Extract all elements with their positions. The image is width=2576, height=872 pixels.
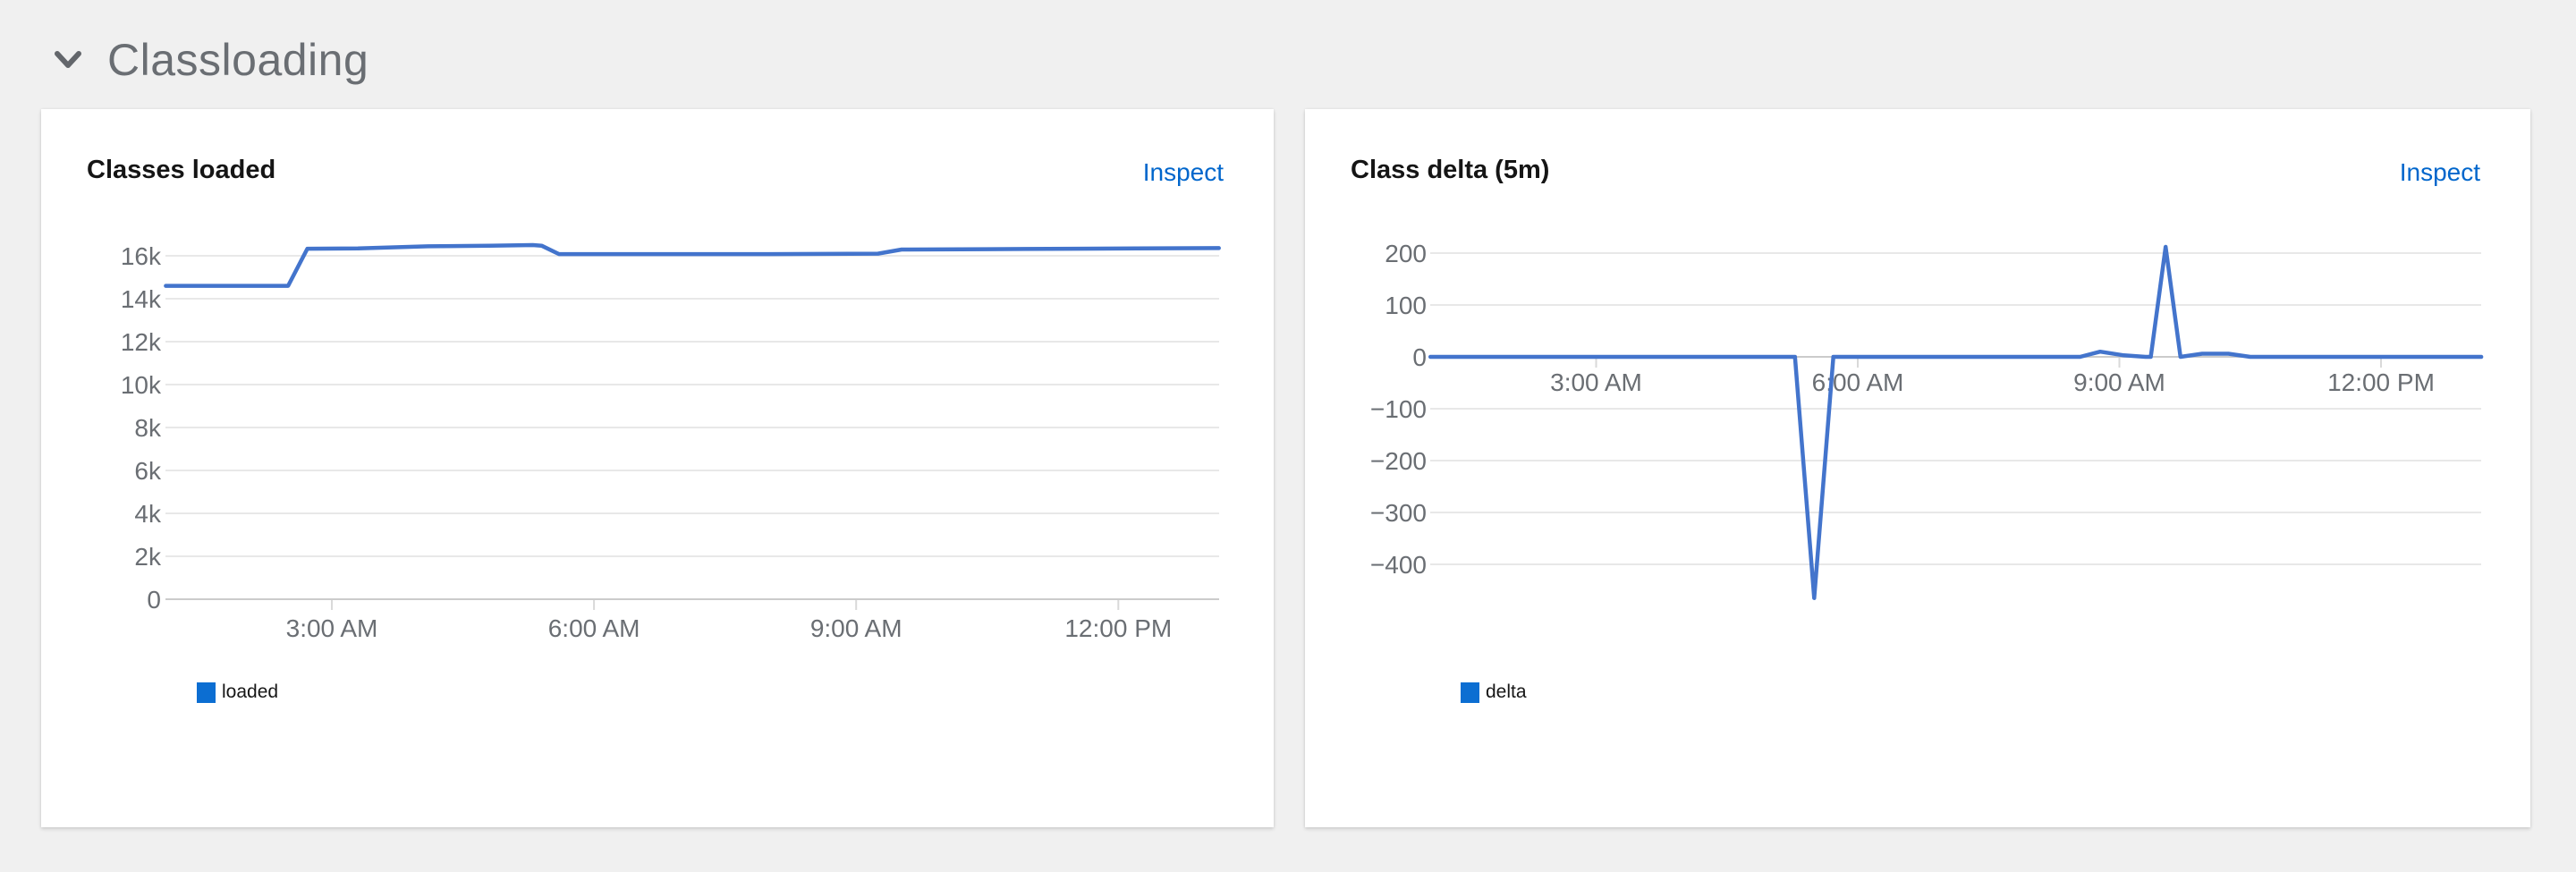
svg-text:0: 0 (1412, 343, 1427, 371)
svg-text:12k: 12k (121, 328, 162, 356)
svg-text:12:00 PM: 12:00 PM (1064, 614, 1172, 642)
svg-text:6:00 AM: 6:00 AM (1812, 368, 1904, 396)
legend-label: loaded (222, 682, 279, 702)
chart-legend: loaded (197, 682, 278, 703)
chart-legend: delta (1461, 682, 1527, 703)
svg-text:100: 100 (1385, 292, 1427, 319)
chart-card-classes-loaded: 16k 14k 12k 10k 8k 6k 4k 2k 0 3:00 AM 6:00 AM 9:00 … (41, 109, 1274, 827)
svg-text:−200: −200 (1370, 447, 1427, 475)
svg-text:9:00 AM: 9:00 AM (810, 614, 902, 642)
svg-text:16k: 16k (121, 242, 162, 270)
legend-swatch-icon (197, 682, 216, 703)
legend-swatch-icon (1461, 682, 1479, 703)
svg-text:3:00 AM: 3:00 AM (1550, 368, 1642, 396)
svg-text:12:00 PM: 12:00 PM (2327, 368, 2435, 396)
svg-text:6:00 AM: 6:00 AM (548, 614, 640, 642)
chart-card-class-delta: 200 100 0 −100 −200 −300 −400 3:00 AM 6:00 AM 9:0… (1305, 109, 2530, 827)
svg-text:6k: 6k (134, 457, 162, 485)
svg-text:2k: 2k (134, 543, 162, 571)
legend-label: delta (1486, 682, 1527, 702)
svg-text:8k: 8k (134, 414, 162, 442)
inspect-link[interactable]: Inspect (2399, 158, 2480, 186)
svg-text:0: 0 (147, 586, 161, 614)
section-title: Classloading (107, 35, 369, 85)
svg-text:−100: −100 (1370, 395, 1427, 423)
svg-text:4k: 4k (134, 500, 162, 528)
section-header: Classloading (52, 34, 369, 86)
svg-text:−400: −400 (1370, 551, 1427, 579)
svg-text:9:00 AM: 9:00 AM (2073, 368, 2165, 396)
svg-text:3:00 AM: 3:00 AM (286, 614, 378, 642)
chart-title: Class delta (5m) (1351, 156, 1550, 184)
chevron-down-icon[interactable] (52, 47, 84, 72)
svg-text:200: 200 (1385, 240, 1427, 267)
chart-title: Classes loaded (87, 156, 276, 184)
line-chart-classes-loaded: 16k 14k 12k 10k 8k 6k 4k 2k 0 3:00 AM 6:00 AM 9:00 … (41, 109, 1274, 827)
svg-text:−300: −300 (1370, 499, 1427, 527)
line-chart-class-delta: 200 100 0 −100 −200 −300 −400 3:00 AM 6:00 AM 9:0… (1305, 109, 2530, 827)
svg-text:14k: 14k (121, 285, 162, 313)
svg-text:10k: 10k (121, 371, 162, 399)
inspect-link[interactable]: Inspect (1142, 158, 1224, 186)
